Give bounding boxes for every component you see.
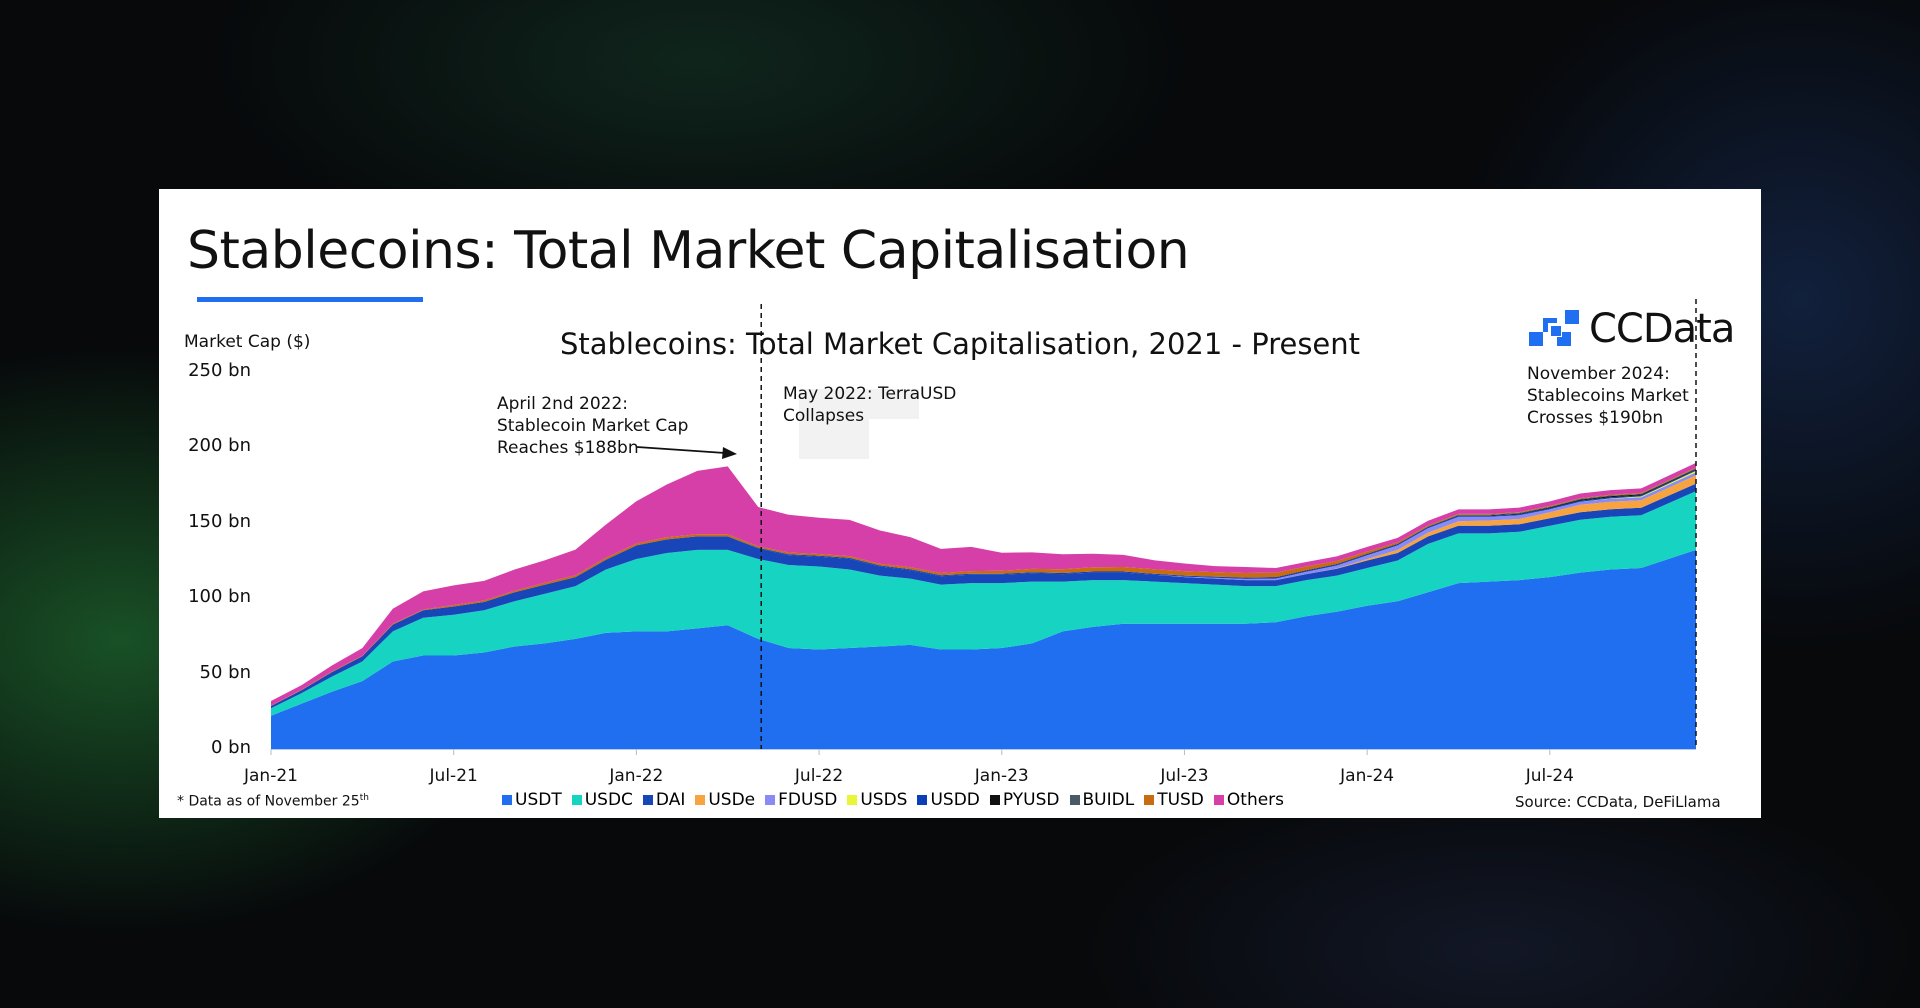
ccdata-logo: CCData (1529, 306, 1735, 352)
x-tick-label: Jul-21 (429, 766, 478, 786)
area-usdt (271, 549, 1696, 749)
watermark-block (799, 389, 869, 459)
legend-item-usds: USDS (847, 790, 907, 810)
legend-item-buidl: BUIDL (1069, 790, 1135, 810)
area-others (271, 462, 1696, 706)
legend-label: USDS (860, 790, 908, 810)
legend-item-pyusd: PYUSD (989, 790, 1060, 810)
footnote-sup: th (359, 793, 369, 803)
legend-label: PYUSD (1002, 790, 1060, 810)
y-tick-label: 0 bn (210, 737, 251, 758)
legend-label: TUSD (1157, 790, 1204, 810)
y-axis-label: Market Cap ($) (184, 332, 311, 352)
legend-swatch (989, 795, 1000, 805)
x-tick-label: Jul-22 (794, 766, 844, 786)
x-tick-label: Jan-23 (974, 766, 1029, 786)
annotation-line: Collapses (783, 406, 865, 426)
legend-label: BUIDL (1082, 790, 1135, 810)
legend-label: USDD (930, 790, 980, 810)
legend-swatch (502, 795, 512, 805)
annotation-line: April 2nd 2022: (497, 394, 629, 414)
plot-svg (270, 299, 1697, 755)
legend-swatch (1213, 795, 1224, 805)
legend-swatch (642, 795, 653, 805)
legend-swatch (1144, 795, 1155, 805)
x-tick-label: Jul-24 (1525, 766, 1574, 786)
legend-label: USDe (708, 790, 756, 810)
legend-label: USDC (584, 790, 633, 810)
legend-label: DAI (655, 790, 686, 810)
legend-item-usde: USDe (695, 790, 755, 810)
annotation-line: Stablecoins Market (1527, 386, 1689, 406)
footnote-text: * Data as of November 25 (177, 793, 360, 810)
annotation-line: Stablecoin Market Cap (497, 416, 689, 436)
legend-item-others: Others (1213, 790, 1285, 810)
legend-swatch (695, 795, 706, 805)
legend-swatch (847, 795, 858, 805)
y-tick-label: 250 bn (188, 360, 251, 381)
annotation-line: November 2024: (1527, 364, 1670, 384)
annotation-april-2022: April 2nd 2022: Stablecoin Market Cap Re… (497, 393, 688, 459)
x-tick-label: Jul-23 (1160, 766, 1209, 786)
annotation-line: Crosses $190bn (1527, 408, 1664, 428)
legend-label: FDUSD (778, 790, 838, 810)
area-usdc (271, 491, 1696, 716)
y-tick-label: 50 bn (199, 661, 251, 683)
ccdata-logo-icon (1529, 310, 1579, 346)
source-note: Source: CCData, DeFiLlama (1515, 793, 1721, 811)
chart-title: Stablecoins: Total Market Capitalisation… (559, 327, 1361, 361)
x-tick-label: Jan-22 (609, 766, 664, 786)
ccdata-logo-text: CCData (1589, 306, 1735, 352)
annotation-line: May 2022: TerraUSD (783, 384, 957, 404)
legend-label: Others (1226, 790, 1285, 810)
y-tick-label: 150 bn (188, 510, 251, 532)
legend-swatch (917, 795, 928, 805)
annotation-arrowhead (722, 447, 737, 459)
y-tick-label: 100 bn (188, 586, 251, 608)
annotation-november-2024: November 2024: Stablecoins Market Crosse… (1527, 363, 1689, 429)
legend-item-usdt: USDT (502, 790, 562, 810)
legend-item-usdc: USDC (571, 790, 633, 810)
x-tick-label: Jan-24 (1340, 766, 1395, 786)
legend-item-fdusd: FDUSD (765, 790, 837, 810)
legend-item-tusd: TUSD (1144, 790, 1204, 810)
page-title: Stablecoins: Total Market Capitalisation (187, 221, 1190, 281)
x-tick-label: Jan-21 (244, 766, 298, 786)
title-underline (197, 297, 423, 302)
watermark-block (869, 389, 919, 419)
legend-swatch (571, 795, 582, 805)
footnote: * Data as of November 25th (177, 793, 369, 810)
legend-item-dai: DAI (642, 790, 686, 810)
chart-card: Stablecoins: Total Market Capitalisation… (159, 189, 1761, 818)
y-tick-label: 200 bn (188, 435, 251, 457)
legend-swatch (765, 795, 776, 805)
annotation-line: Reaches $188bn (497, 438, 639, 458)
legend-item-usdd: USDD (917, 790, 980, 810)
annotation-arrow (636, 446, 726, 454)
legend-swatch (1069, 795, 1080, 805)
legend: USDT USDC DAI USDe FDUSD USDS USDD PYUSD BUIDL TU… (502, 790, 1284, 810)
legend-label: USDT (515, 790, 562, 810)
annotation-terrausd: May 2022: TerraUSD Collapses (783, 383, 956, 427)
